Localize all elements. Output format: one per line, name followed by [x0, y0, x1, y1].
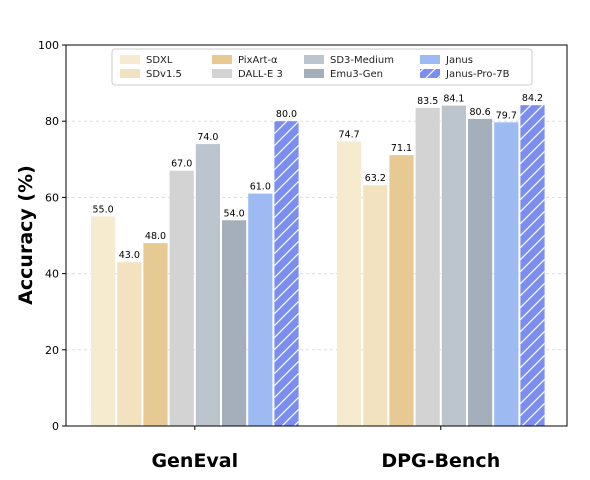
bar: [337, 141, 362, 426]
legend-swatch: [120, 69, 140, 78]
legend-label: Janus: [445, 55, 473, 66]
bar-hatch: [520, 105, 545, 426]
legend-swatch: [304, 55, 324, 64]
bar: [468, 118, 493, 426]
x-category-label: GenEval: [151, 450, 238, 472]
bar: [363, 185, 388, 426]
bar: [494, 122, 519, 426]
y-tick-label: 80: [45, 115, 59, 128]
legend-swatch: [212, 55, 232, 64]
bar-value-label: 84.1: [443, 94, 464, 105]
bar-value-label: 74.7: [339, 129, 360, 140]
bar: [222, 220, 247, 426]
bar: [169, 170, 194, 426]
legend-swatch: [420, 55, 440, 64]
bar-value-label: 67.0: [171, 159, 192, 170]
bars: [91, 105, 545, 427]
bar-value-label: 61.0: [250, 182, 271, 193]
bar-value-label: 79.7: [496, 110, 517, 121]
bar-value-label: 74.0: [197, 132, 218, 143]
bar: [143, 243, 168, 426]
legend-label: DALL-E 3: [238, 69, 283, 80]
bar-value-label: 84.2: [522, 93, 543, 104]
y-tick-label: 0: [52, 420, 59, 433]
bar-value-label: 83.5: [417, 96, 438, 107]
legend-swatch-hatch: [420, 69, 440, 78]
legend-label: SD3-Medium: [330, 55, 394, 66]
bar-hatch: [274, 121, 299, 426]
x-axis-categories: GenEval DPG-Bench: [151, 426, 500, 472]
y-axis-ticks: 0 20 40 60 80 100: [38, 39, 66, 433]
y-tick-label: 60: [45, 191, 59, 204]
bar: [195, 144, 220, 426]
bar-value-label: 55.0: [93, 204, 114, 215]
bar-value-label: 63.2: [365, 173, 386, 184]
y-tick-label: 40: [45, 268, 59, 281]
bar-value-label: 80.6: [470, 107, 491, 118]
x-category-label: DPG-Bench: [381, 450, 500, 472]
legend-label: Emu3-Gen: [330, 69, 383, 80]
legend-swatch: [120, 55, 140, 64]
legend-label: SDv1.5: [146, 69, 182, 80]
bar-value-label: 48.0: [145, 231, 166, 242]
plot-frame: [65, 44, 568, 427]
y-tick-label: 20: [45, 344, 59, 357]
bar: [248, 193, 273, 426]
bar-value-label: 54.0: [224, 208, 245, 219]
legend-swatch: [304, 69, 324, 78]
bar-value-label: 71.1: [391, 143, 412, 154]
data-labels: 55.0 43.0 48.0 67.0 74.0 54.0 61.0 80.0 74.7 63.2…: [93, 93, 544, 261]
y-tick-label: 100: [38, 39, 59, 52]
legend: SDXL SDv1.5 PixArt-α DALL-E 3 SD3-Medium Emu3…: [111, 48, 533, 86]
legend-label: PixArt-α: [238, 55, 278, 66]
legend-swatch: [212, 69, 232, 78]
bar: [441, 105, 466, 426]
bar: [389, 155, 414, 426]
legend-label: SDXL: [146, 55, 173, 66]
bar-value-label: 80.0: [276, 109, 297, 120]
bar-value-label: 43.0: [119, 250, 140, 261]
legend-label: Janus-Pro-7B: [445, 69, 510, 80]
bar: [415, 107, 440, 427]
y-axis-label: Accuracy (%): [15, 165, 37, 305]
bar: [91, 216, 116, 426]
bar: [117, 262, 142, 426]
